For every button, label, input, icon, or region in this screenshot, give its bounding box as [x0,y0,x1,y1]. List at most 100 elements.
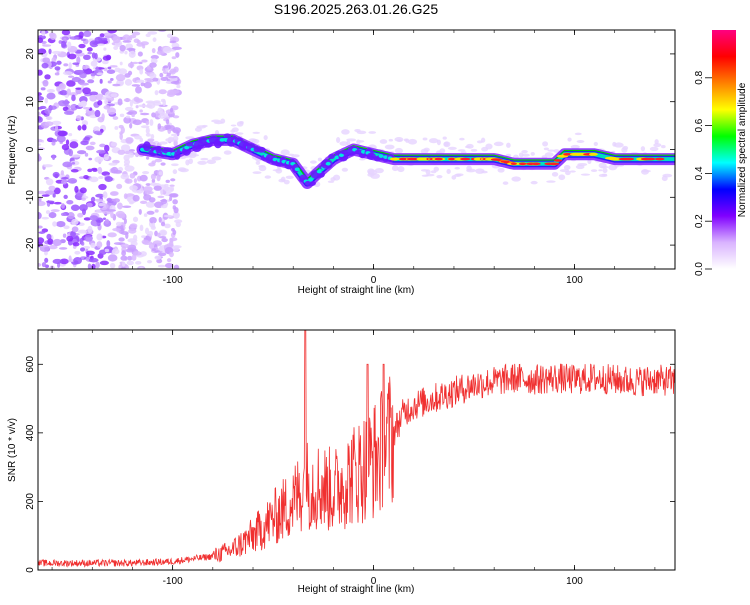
spectrogram-faint-cell [252,171,262,174]
spectrogram-y-tick-label: -20 [25,237,36,252]
spectrogram-blob [155,145,162,154]
spectrogram-noise-cell [139,200,148,204]
spectrogram-faint-cell [649,146,659,152]
spectrogram-faint-cell [258,165,267,172]
spectrogram-faint-cell [570,144,580,149]
spectrogram-noise-cell [99,78,103,84]
spectrogram-blob [161,147,174,154]
spectrogram-noise-cell [158,235,167,239]
spectrogram-noise-cell [160,162,166,166]
spectrogram-noise-cell [139,266,144,269]
spectrogram-noise-cell [48,185,56,191]
spectrogram-noise-cell [93,126,100,132]
spectrogram-noise-cell [85,145,95,151]
spectrogram-noise-cell [133,178,137,184]
spectrogram-blob [142,141,151,152]
colorbar-gradient [712,30,736,269]
spectrogram-noise-cell [41,262,47,268]
snr-series-line [38,330,675,568]
spectrogram-noise-cell [157,232,161,238]
spectrogram-noise-cell [122,34,131,42]
spectrogram-noise-cell [76,69,85,73]
spectrogram-noise-cell [157,195,165,199]
spectrogram-faint-cell [443,141,449,147]
spectrogram-faint-cell [379,139,388,144]
spectrogram-noise-cell [77,150,87,155]
spectrogram-noise-cell [172,245,180,252]
spectrogram-marks [38,30,675,269]
spectrogram-noise-cell [103,153,110,161]
spectrogram-faint-cell [188,158,194,165]
spectrogram-noise-cell [83,245,91,250]
spectrogram-noise-cell [169,184,175,188]
snr-x-tick-label: 100 [566,576,583,587]
spectrogram-noise-cell [107,30,117,34]
colorbar-label: Normalized spectral amplitude [737,82,748,217]
spectrogram-faint-cell [354,128,361,133]
spectrogram-faint-cell [460,151,467,154]
spectrogram-faint-cell [223,150,232,155]
spectrogram-noise-cell [67,53,77,60]
spectrogram-faint-cell [310,160,317,164]
spectrogram-noise-cell [170,186,175,192]
spectrogram-noise-cell [71,226,79,233]
spectrogram-noise-cell [132,251,142,256]
spectrogram-blob-core [307,178,313,182]
spectrogram-noise-cell [48,48,52,55]
spectrogram-noise-cell [87,109,96,117]
spectrogram-noise-cell [70,104,76,109]
spectrogram-blob-yellow [588,152,598,156]
spectrogram-noise-cell [148,230,154,237]
spectrogram-noise-cell [44,121,54,127]
spectrogram-noise-cell [135,98,144,103]
spectrogram-noise-cell [44,97,48,104]
spectrogram-faint-cell [291,154,300,158]
spectrogram-noise-cell [119,44,126,52]
spectrogram-faint-cell [264,175,272,179]
spectrogram-noise-cell [44,190,55,195]
spectrogram-faint-cell [255,160,261,165]
spectrogram-faint-cell [567,137,572,142]
spectrogram-blob-red [623,157,635,161]
spectrogram-noise-cell [128,34,137,39]
spectrogram-noise-cell [104,98,109,105]
spectrogram-noise-cell [52,221,57,227]
spectrogram-noise-cell [87,225,93,234]
spectrogram-noise-cell [60,212,67,217]
spectrogram-noise-cell [92,57,102,62]
spectrogram-noise-cell [38,190,47,195]
spectrogram-ridge-blue [139,136,675,187]
spectrogram-blob [174,151,181,160]
spectrogram-noise-cell [54,72,60,76]
spectrogram-noise-cell [170,178,176,182]
spectrogram-blob-core [316,169,322,174]
spectrogram-noise-cell [62,161,73,168]
spectrogram-noise-cell [61,176,69,180]
spectrogram-noise-cell [145,156,150,160]
spectrogram-noise-cell [52,258,63,265]
spectrogram-faint-cell [530,151,535,156]
spectrogram-noise-cell [87,79,95,84]
spectrogram-noise-cell [135,260,142,265]
spectrogram-noise-cell [113,45,119,51]
spectrogram-blob [304,180,316,187]
spectrogram-noise-cell [140,125,150,129]
spectrogram-noise-cell [161,237,168,243]
spectrogram-y-tick-label: 0 [25,146,36,152]
spectrogram-noise-cell [139,109,143,113]
spectrogram-blob [182,146,191,156]
spectrogram-noise-cell [38,237,45,244]
spectrogram-noise-cell [68,62,72,70]
spectrogram-noise-cell [82,65,89,70]
spectrogram-noise-cell [145,104,153,108]
spectrogram-noise-cell [61,179,68,185]
spectrogram-noise-cell [129,201,134,205]
spectrogram-noise-cell [90,242,96,249]
spectrogram-faint-cell [359,158,366,161]
spectrogram-noise-cell [126,47,136,51]
spectrogram-noise-cell [102,55,111,61]
spectrogram-faint-cell [547,149,556,152]
spectrogram-noise-cell [83,174,89,180]
spectrogram-noise-cell [38,212,42,220]
